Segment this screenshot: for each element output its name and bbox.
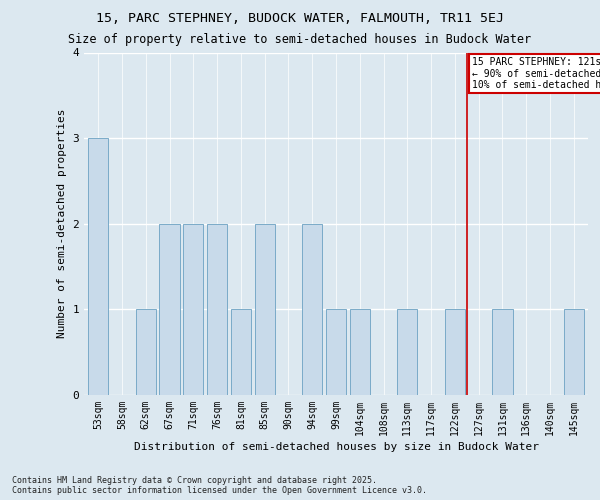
Bar bbox=[397, 310, 418, 395]
Text: 15 PARC STEPHNEY: 121sqm
← 90% of semi-detached houses are smaller (18)
10% of s: 15 PARC STEPHNEY: 121sqm ← 90% of semi-d… bbox=[472, 57, 600, 90]
Bar bbox=[88, 138, 109, 395]
Bar bbox=[302, 224, 322, 395]
Text: 15, PARC STEPHNEY, BUDOCK WATER, FALMOUTH, TR11 5EJ: 15, PARC STEPHNEY, BUDOCK WATER, FALMOUT… bbox=[96, 12, 504, 26]
Y-axis label: Number of semi-detached properties: Number of semi-detached properties bbox=[57, 109, 67, 338]
Bar bbox=[563, 310, 584, 395]
Text: Size of property relative to semi-detached houses in Budock Water: Size of property relative to semi-detach… bbox=[68, 32, 532, 46]
X-axis label: Distribution of semi-detached houses by size in Budock Water: Distribution of semi-detached houses by … bbox=[133, 442, 539, 452]
Bar bbox=[254, 224, 275, 395]
Bar bbox=[493, 310, 512, 395]
Bar bbox=[326, 310, 346, 395]
Bar bbox=[445, 310, 465, 395]
Bar bbox=[136, 310, 156, 395]
Bar bbox=[183, 224, 203, 395]
Bar bbox=[207, 224, 227, 395]
Text: Contains HM Land Registry data © Crown copyright and database right 2025.
Contai: Contains HM Land Registry data © Crown c… bbox=[12, 476, 427, 495]
Bar bbox=[160, 224, 179, 395]
Bar bbox=[350, 310, 370, 395]
Bar bbox=[231, 310, 251, 395]
